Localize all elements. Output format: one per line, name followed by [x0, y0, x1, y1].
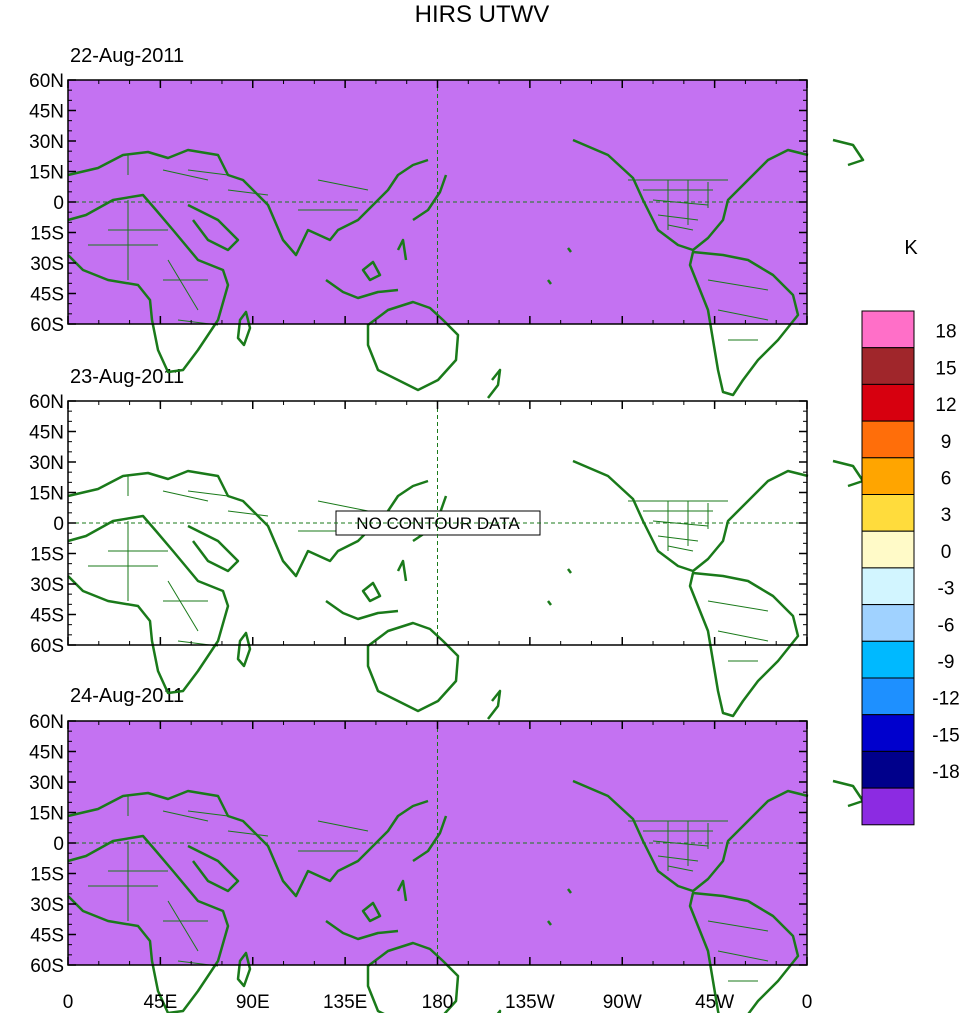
- panel-1-ytick-label: 45N: [29, 102, 64, 123]
- colorbar-level-label: -15: [932, 725, 959, 746]
- panel-3-ytick-label: 15N: [29, 804, 64, 825]
- colorbar-level-label: 12: [935, 395, 956, 416]
- colorbar-swatch: [861, 310, 915, 349]
- colorbar-level-label: -3: [938, 579, 955, 600]
- colorbar-swatch: [861, 530, 915, 569]
- panel-3-ytick-label: 15S: [30, 865, 64, 886]
- colorbar-swatch: [861, 420, 915, 459]
- panel-date-1: 22-Aug-2011: [70, 45, 184, 67]
- axes-and-colorbar: 60N 45N 30N 15N 0 15S 30S 45S 60S 60N 45N 30N 15N 0 15…: [29, 71, 960, 1013]
- panel-2-ytick-label: 30N: [29, 453, 64, 474]
- colorbar-level-label: -18: [932, 762, 959, 783]
- colorbar-swatch: [861, 457, 915, 495]
- panel-1-ytick-label: 60S: [30, 315, 64, 336]
- xtick-label: 90E: [236, 992, 270, 1013]
- colorbar-swatch: [861, 383, 915, 422]
- xtick-label: 135W: [505, 992, 555, 1013]
- panel-1-ytick-label: 30N: [29, 132, 64, 153]
- panel-3-ytick-label: 30S: [30, 895, 64, 916]
- panel-1-ytick-label: 45S: [30, 285, 64, 306]
- panel-1-ytick-label: 30S: [30, 254, 64, 275]
- colorbar-level-label: -12: [932, 689, 959, 710]
- panel-3-ytick-label: 30N: [29, 773, 64, 794]
- xtick-label: 180: [422, 992, 454, 1013]
- panel-3-ytick-label: 0: [53, 834, 64, 855]
- colorbar-level-label: 0: [941, 542, 952, 563]
- panel-1-ytick-label: 15S: [30, 224, 64, 245]
- colorbar-level-label: 15: [935, 358, 956, 379]
- panel-1: [66, 80, 865, 400]
- chart-title: HIRS UTWV: [415, 1, 550, 28]
- panel-2-ytick-label: 15S: [30, 545, 64, 566]
- panel-2-ytick-label: 30S: [30, 575, 64, 596]
- panel-2-ytick-label: 60S: [30, 636, 64, 657]
- panel-3: [66, 721, 865, 1013]
- colorbar-swatch: [861, 567, 915, 606]
- colorbar-swatch: [861, 787, 915, 826]
- panel-1-ytick-label: 15N: [29, 163, 64, 184]
- colorbar-level-label: 6: [941, 469, 952, 490]
- colorbar-level-label: 18: [935, 322, 956, 343]
- xtick-label: 0: [802, 992, 813, 1013]
- xtick-label: 45W: [695, 992, 734, 1013]
- xtick-label: 45E: [143, 992, 177, 1013]
- panel-3-ytick-label: 45N: [29, 743, 64, 764]
- colorbar-swatch: [861, 677, 915, 716]
- xtick-label: 0: [63, 992, 74, 1013]
- panel-2-ytick-label: 60N: [29, 392, 64, 413]
- colorbar-swatch: [861, 347, 915, 385]
- panel-date-3: 24-Aug-2011: [70, 685, 184, 707]
- colorbar-swatch: [861, 640, 915, 679]
- colorbar-level-label: -6: [938, 615, 955, 636]
- colorbar-swatch: [861, 494, 915, 532]
- panel-3-ytick-label: 60N: [29, 712, 64, 733]
- colorbar-units: K: [904, 237, 918, 259]
- xtick-label: 135E: [323, 992, 367, 1013]
- xtick-label: 90W: [603, 992, 642, 1013]
- colorbar-swatch: [861, 750, 915, 789]
- panel-2: NO CONTOUR DATA: [66, 401, 865, 721]
- panel-1-ytick-label: 0: [53, 193, 64, 214]
- colorbar-level-label: -9: [938, 652, 955, 673]
- panel-2-ytick-label: 0: [53, 514, 64, 535]
- colorbar-level-label: 9: [941, 432, 952, 453]
- panel-3-ytick-label: 60S: [30, 956, 64, 977]
- panel-date-2: 23-Aug-2011: [70, 366, 184, 388]
- colorbar-level-label: 3: [941, 505, 952, 526]
- colorbar-swatch: [861, 604, 915, 642]
- colorbar-swatch: [861, 714, 915, 752]
- panel-2-ytick-label: 45S: [30, 606, 64, 627]
- panel-3-ytick-label: 45S: [30, 926, 64, 947]
- panel-1-ytick-label: 60N: [29, 71, 64, 92]
- panel-2-ytick-label: 45N: [29, 423, 64, 444]
- panel-2-ytick-label: 15N: [29, 484, 64, 505]
- no-data-message: NO CONTOUR DATA: [356, 514, 520, 533]
